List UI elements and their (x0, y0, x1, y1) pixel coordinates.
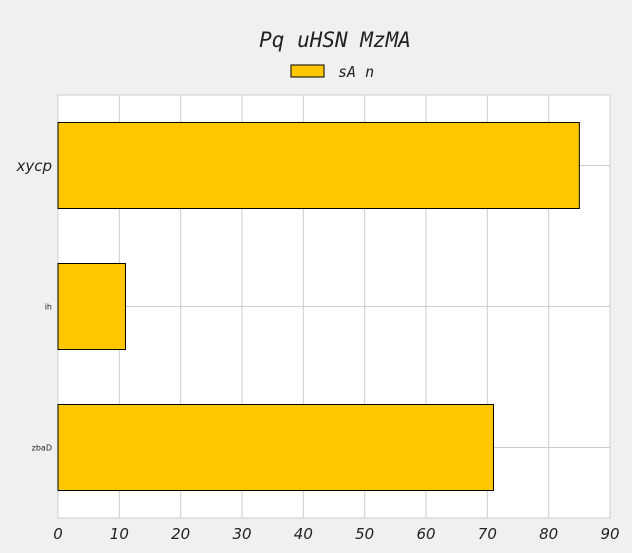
y-category-label: ih (45, 302, 52, 311)
x-tick-label: 0 (53, 525, 63, 543)
legend-swatch (290, 64, 325, 78)
x-tick-label: 10 (110, 525, 129, 543)
bar (57, 262, 126, 351)
x-tick-label: 20 (171, 525, 190, 543)
x-tick-label: 90 (600, 525, 619, 543)
x-tick-label: 40 (294, 525, 313, 543)
x-tick-label: 50 (355, 525, 374, 543)
legend-label: sA n (338, 63, 374, 81)
x-tick-label: 80 (539, 525, 558, 543)
bars (57, 121, 580, 492)
legend: sA n (290, 63, 374, 81)
bar (57, 121, 580, 210)
y-category-label: zbaD (32, 443, 52, 452)
chart-title: Pq uHSN MzMA (259, 28, 411, 52)
x-tick-label: 60 (416, 525, 435, 543)
x-axis-ticks: 0 10 20 30 40 50 60 70 80 90 (53, 525, 619, 543)
x-tick-label: 70 (478, 525, 497, 543)
bar (57, 403, 494, 492)
x-tick-label: 30 (232, 525, 251, 543)
y-category-label: xycp (15, 157, 52, 175)
category-labels: xycp ih zbaD (15, 157, 52, 453)
